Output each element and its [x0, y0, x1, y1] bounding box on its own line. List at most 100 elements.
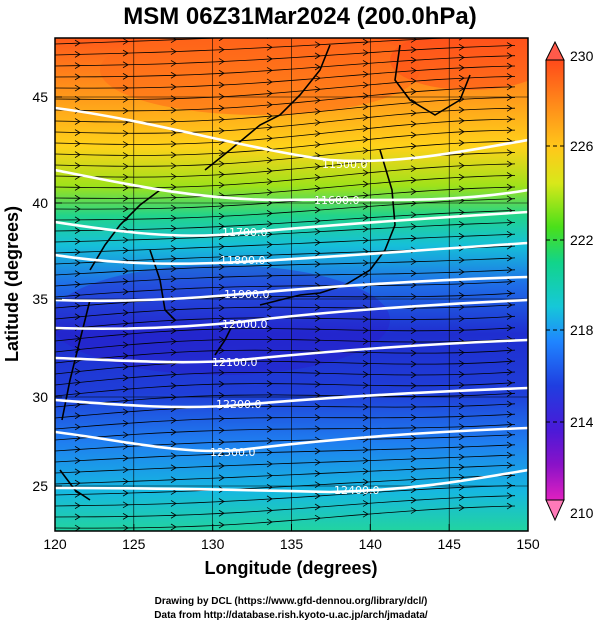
streamline	[55, 186, 516, 210]
streamline-arrow	[74, 446, 81, 453]
streamline-arrow	[218, 347, 225, 354]
streamline-arrow	[218, 58, 225, 65]
streamline-arrow	[458, 315, 465, 323]
contour-11500	[55, 106, 528, 163]
streamline-arrow	[122, 141, 129, 148]
streamline-arrow	[362, 225, 369, 233]
contour-label: 11600.0	[314, 194, 360, 207]
streamline-arrow	[314, 217, 321, 225]
streamline-arrow	[458, 74, 465, 82]
streamline-arrow	[506, 379, 513, 387]
streamline-arrow	[314, 358, 321, 366]
streamline-arrow	[218, 127, 225, 135]
contour-label: 12300.0	[210, 446, 256, 459]
y-axis-label: Latitude (degrees)	[2, 206, 22, 362]
streamline-arrow	[74, 468, 81, 476]
streamline-arrow	[266, 325, 273, 332]
streamline-arrow	[266, 472, 273, 480]
streamline-arrow	[218, 104, 225, 112]
streamline-arrow	[506, 160, 513, 168]
streamline-arrow	[170, 60, 177, 67]
streamline-arrow	[314, 52, 321, 60]
contour-12300	[55, 426, 528, 453]
colorbar-tick-label: 210	[570, 505, 594, 521]
streamline-arrow	[74, 73, 81, 81]
contour-label: 12000.0	[222, 318, 268, 331]
streamline	[55, 86, 516, 112]
streamline-arrow	[170, 306, 177, 314]
streamline-arrow	[170, 118, 177, 125]
streamline	[55, 360, 516, 375]
streamline	[55, 65, 516, 89]
streamline-arrow	[362, 60, 369, 67]
streamline	[55, 424, 516, 441]
streamline-arrow	[170, 417, 177, 424]
streamline-arrow	[218, 498, 225, 505]
streamline-arrow	[314, 260, 321, 268]
contour-label: 11800.0	[220, 254, 266, 267]
streamline-arrow	[266, 460, 273, 468]
streamline-arrow	[507, 22, 512, 28]
contour-label: 11500.0	[322, 158, 368, 171]
streamline-arrow	[266, 507, 273, 514]
streamline-arrow	[170, 83, 177, 91]
streamline-arrow	[314, 380, 321, 388]
contour-label: 12100.0	[212, 356, 258, 369]
streamline-arrow	[74, 491, 81, 498]
streamline-arrow	[74, 423, 81, 431]
streamline-arrow	[362, 315, 369, 323]
colorbar-gradient	[545, 59, 565, 501]
streamline-arrow	[458, 280, 465, 288]
streamline-arrow	[218, 243, 225, 250]
streamline	[55, 175, 516, 199]
streamline-arrow	[122, 173, 129, 181]
streamline-arrow	[314, 369, 321, 377]
streamline-arrow	[506, 219, 513, 226]
streamline-arrow	[266, 449, 273, 456]
streamline-arrow	[74, 62, 81, 69]
streamline-arrow	[506, 324, 513, 332]
streamline-arrow	[266, 101, 273, 109]
streamline-arrow	[410, 188, 417, 195]
streamline-arrow	[506, 313, 513, 320]
warm-region	[100, 38, 420, 115]
streamline	[55, 434, 516, 452]
streamline-arrow	[362, 381, 369, 389]
streamline-arrow	[266, 357, 273, 365]
streamline-arrow	[410, 142, 417, 150]
streamline-arrow	[122, 489, 129, 497]
streamline-arrow	[122, 152, 129, 159]
streamline-arrow	[170, 245, 177, 252]
streamline-arrow	[122, 278, 129, 285]
streamline-arrow	[314, 163, 321, 170]
streamline-arrow	[122, 374, 129, 382]
streamline-arrow	[266, 346, 273, 354]
streamline-arrow	[218, 38, 225, 42]
streamline	[55, 304, 516, 320]
streamline-arrow	[410, 476, 417, 483]
streamline-arrow	[506, 230, 513, 238]
streamline-arrow	[410, 338, 417, 346]
streamline-arrow	[362, 360, 369, 367]
streamline-arrow	[410, 131, 417, 139]
streamline-arrow	[218, 202, 225, 210]
streamline-arrow	[506, 126, 513, 134]
streamline-arrow	[362, 203, 369, 210]
streamline-arrow	[218, 369, 225, 377]
streamline-arrow	[410, 349, 417, 357]
streamline-arrow	[74, 238, 81, 245]
streamline-arrow	[458, 117, 465, 125]
streamline	[55, 45, 516, 67]
streamline-arrow	[266, 178, 273, 186]
streamline-arrow	[218, 212, 225, 220]
streamline-arrow	[170, 265, 177, 273]
streamline-arrow	[218, 160, 225, 168]
streamline-arrow	[314, 249, 321, 257]
streamline-arrow	[170, 214, 177, 222]
streamline-arrow	[314, 41, 321, 49]
streamline-arrow	[410, 403, 417, 411]
streamline-arrow	[458, 64, 465, 72]
streamline-arrow	[458, 349, 465, 356]
streamline-arrow	[315, 31, 320, 37]
streamline-arrow	[314, 174, 321, 181]
